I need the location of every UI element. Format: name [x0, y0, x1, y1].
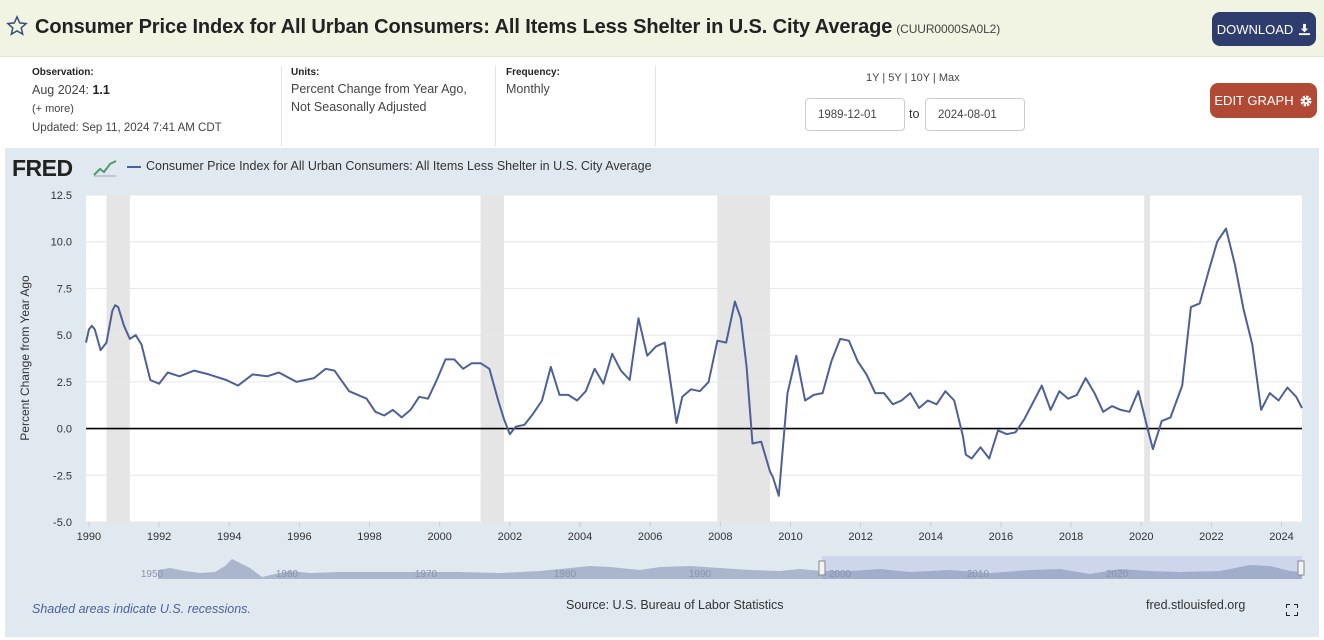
x-tick-label: 2006	[638, 531, 662, 543]
navigator-left-handle[interactable]	[818, 560, 826, 576]
meta-divider	[495, 66, 496, 146]
observation-number: 1.1	[92, 83, 110, 97]
x-tick-label: 1992	[147, 531, 171, 543]
x-tick-label: 1994	[217, 531, 241, 543]
updated-text: Updated: Sep 11, 2024 7:41 AM CDT	[32, 122, 222, 134]
units-line-2: Not Seasonally Adjusted	[291, 100, 427, 114]
end-date-input[interactable]: 2024-08-01	[925, 98, 1025, 131]
range-1y[interactable]: 1Y	[866, 72, 880, 84]
x-tick-label: 2016	[989, 531, 1013, 543]
site-link[interactable]: fred.stlouisfed.org	[1146, 598, 1246, 612]
x-tick-label: 2004	[568, 531, 592, 543]
navigator-label: 1950	[141, 569, 164, 580]
navigator-label: 2010	[967, 569, 990, 580]
x-tick-label: 2022	[1199, 531, 1223, 543]
to-label: to	[909, 107, 920, 121]
download-button[interactable]: DOWNLOAD	[1212, 12, 1316, 46]
x-tick-label: 2008	[708, 531, 732, 543]
recession-band	[1144, 195, 1150, 522]
y-tick-label: 10.0	[51, 237, 72, 249]
edit-graph-button[interactable]: EDIT GRAPH	[1210, 83, 1317, 118]
frequency-value: Monthly	[506, 82, 550, 96]
x-tick-label: 2018	[1059, 531, 1083, 543]
navigator-series	[158, 559, 1302, 579]
y-tick-label: -2.5	[53, 470, 72, 482]
page-title: Consumer Price Index for All Urban Consu…	[35, 16, 1000, 39]
range-10y[interactable]: 10Y	[910, 72, 930, 84]
y-tick-label: 0.0	[57, 424, 72, 436]
x-tick-label: 2020	[1129, 531, 1153, 543]
recession-band	[717, 195, 770, 522]
x-tick-label: 2002	[498, 531, 522, 543]
fullscreen-icon[interactable]	[1286, 604, 1298, 616]
legend-swatch	[127, 166, 141, 168]
navigator-label: 2020	[1106, 569, 1129, 580]
y-tick-label: 5.0	[57, 330, 72, 342]
recession-note: Shaded areas indicate U.S. recessions.	[32, 602, 251, 616]
fred-graph-icon	[92, 158, 118, 178]
x-tick-label: 2012	[848, 531, 872, 543]
series-line	[85, 227, 1303, 497]
y-axis-label: Percent Change from Year Ago	[18, 275, 32, 441]
x-tick-label: 2014	[919, 531, 943, 543]
units-line-1: Percent Change from Year Ago,	[291, 82, 467, 96]
more-link[interactable]: (+ more)	[32, 103, 74, 115]
start-date-input[interactable]: 1989-12-01	[805, 98, 905, 131]
observation-label: Observation:	[32, 67, 94, 78]
page-title-text: Consumer Price Index for All Urban Consu…	[35, 16, 893, 38]
star-icon[interactable]	[6, 15, 28, 37]
units-label: Units:	[291, 67, 320, 78]
download-button-label: DOWNLOAD	[1216, 21, 1294, 37]
x-tick-label: 1990	[77, 531, 101, 543]
navigator-label: 1990	[689, 569, 712, 580]
x-tick-label: 1998	[357, 531, 381, 543]
download-icon	[1299, 23, 1311, 35]
meta-divider	[655, 66, 656, 146]
x-tick-label: 2000	[427, 531, 451, 543]
navigator-label: 2000	[829, 569, 852, 580]
series-id: (CUUR0000SA0L2)	[896, 22, 1001, 36]
range-links: 1Y | 5Y | 10Y | Max	[866, 72, 960, 84]
fred-logo: FRED	[12, 155, 73, 181]
x-tick-label: 2010	[778, 531, 802, 543]
observation-period: Aug 2024:	[32, 83, 89, 97]
navigator-right-handle[interactable]	[1297, 560, 1305, 576]
x-tick-label: 2024	[1269, 531, 1293, 543]
y-tick-label: 7.5	[57, 283, 72, 295]
y-tick-label: -5.0	[53, 517, 72, 529]
frequency-label: Frequency:	[506, 67, 560, 78]
navigator-label: 1980	[554, 569, 577, 580]
y-tick-label: 12.5	[51, 190, 72, 202]
title-bar: Consumer Price Index for All Urban Consu…	[0, 0, 1324, 57]
meta-divider	[281, 66, 282, 146]
edit-graph-label: EDIT GRAPH	[1214, 93, 1294, 108]
legend-label: Consumer Price Index for All Urban Consu…	[146, 159, 652, 173]
y-tick-label: 2.5	[57, 377, 72, 389]
navigator-label: 1970	[415, 569, 438, 580]
recession-band	[480, 195, 504, 522]
gear-icon	[1300, 95, 1312, 106]
range-5y[interactable]: 5Y	[888, 72, 902, 84]
range-navigator[interactable]: 1950 1960 1970 1980 1990 2000 2010 2020	[141, 556, 1305, 580]
plot-area	[86, 195, 1302, 522]
observation-value: Aug 2024: 1.1	[32, 81, 110, 99]
navigator-label: 1960	[276, 569, 299, 580]
recession-band	[106, 195, 130, 522]
range-max[interactable]: Max	[938, 72, 960, 84]
x-tick-label: 1996	[287, 531, 311, 543]
source-text: Source: U.S. Bureau of Labor Statistics	[566, 598, 784, 612]
